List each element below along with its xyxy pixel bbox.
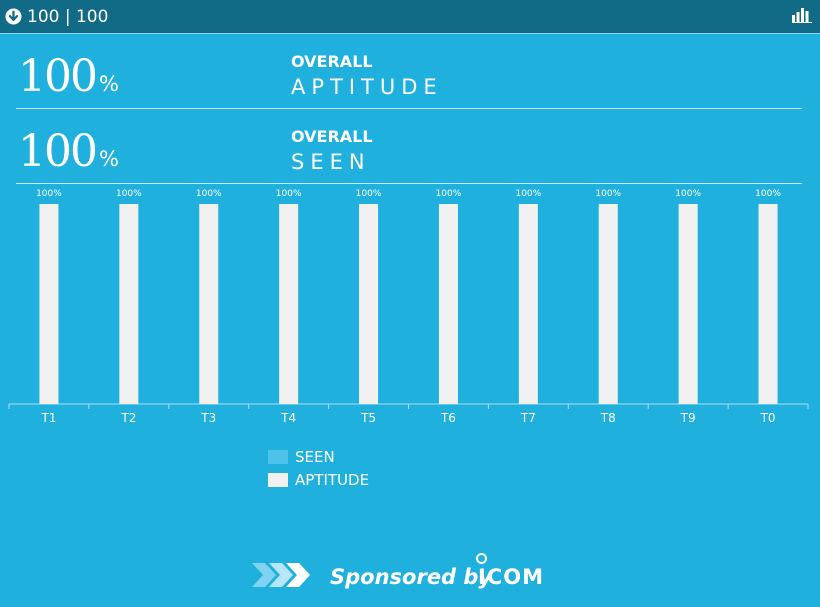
- aptitude-label-bottom: APTITUDE: [291, 75, 443, 99]
- bar-chart-icon[interactable]: [792, 7, 812, 23]
- chevrons-icon: [252, 563, 310, 587]
- legend-label-seen: SEEN: [295, 447, 335, 466]
- bar-t9: [678, 204, 698, 404]
- bar-t0: [758, 204, 778, 404]
- data-label-t4: 100%: [276, 189, 302, 199]
- sponsor-banner[interactable]: Sponsored by ICOM: [252, 550, 572, 600]
- tick-label-t0: T0: [760, 411, 776, 425]
- tick-label-t3: T3: [200, 411, 216, 425]
- tick-label-t1: T1: [40, 411, 56, 425]
- down-arrow-circle-icon[interactable]: [5, 8, 22, 25]
- tick-label-t4: T4: [280, 411, 296, 425]
- tick-label-t9: T9: [680, 411, 696, 425]
- bar-t4: [279, 204, 299, 404]
- bar-chart: 100% T1 100% T2 100% T3 100% T4 100% T5 100% T6 100%…: [8, 189, 809, 425]
- bar-t1: [39, 204, 59, 404]
- data-label-t8: 100%: [595, 189, 621, 199]
- bar-t3: [199, 204, 219, 404]
- divider: [16, 108, 802, 109]
- tick-label-t8: T8: [600, 411, 616, 425]
- legend-swatch-seen: [268, 449, 288, 464]
- brand-ring-icon: [476, 553, 487, 564]
- divider: [16, 183, 802, 184]
- tick-label-t2: T2: [120, 411, 136, 425]
- seen-percentage: 100%: [18, 126, 119, 177]
- overall-seen-stat: 100% OVERALL SEEN: [0, 110, 820, 184]
- top-bar: 100 | 100: [0, 0, 820, 34]
- tick-label-t6: T6: [440, 411, 456, 425]
- bar-t8: [598, 204, 618, 404]
- overall-aptitude-stat: 100% OVERALL APTITUDE: [0, 35, 820, 109]
- seen-label-bottom: SEEN: [291, 150, 371, 174]
- data-label-t5: 100%: [356, 189, 382, 199]
- sponsor-text: Sponsored by: [330, 565, 493, 589]
- data-label-t2: 100%: [116, 189, 142, 199]
- bar-t2: [119, 204, 139, 404]
- data-label-t0: 100%: [755, 189, 781, 199]
- tick-label-t7: T7: [520, 411, 536, 425]
- legend-item-aptitude[interactable]: APTITUDE: [268, 468, 369, 491]
- sponsor-brand: ICOM: [478, 565, 544, 589]
- data-label-t1: 100%: [36, 189, 62, 199]
- bar-t7: [518, 204, 538, 404]
- aptitude-label-top: OVERALL: [291, 52, 373, 71]
- chart-legend: SEEN APTITUDE: [268, 445, 369, 491]
- bar-t6: [438, 204, 458, 404]
- score-text: 100 | 100: [27, 7, 109, 27]
- bar-t5: [359, 204, 379, 404]
- legend-item-seen[interactable]: SEEN: [268, 445, 369, 468]
- data-label-t6: 100%: [436, 189, 462, 199]
- tick-label-t5: T5: [360, 411, 376, 425]
- legend-label-aptitude: APTITUDE: [295, 470, 370, 489]
- data-label-t7: 100%: [515, 189, 541, 199]
- aptitude-percentage: 100%: [18, 51, 119, 102]
- legend-swatch-aptitude: [268, 472, 288, 487]
- data-label-t3: 100%: [196, 189, 222, 199]
- seen-label-top: OVERALL: [291, 127, 373, 146]
- data-label-t9: 100%: [675, 189, 701, 199]
